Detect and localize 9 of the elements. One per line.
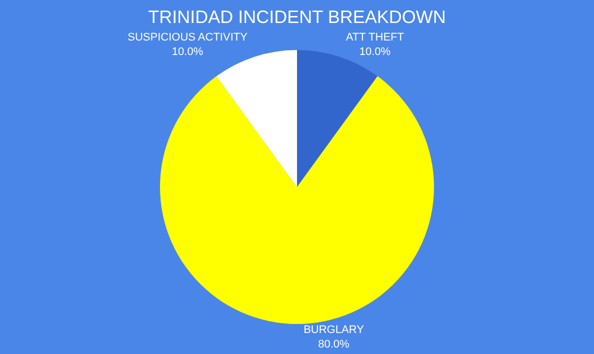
data-label: 10.0%	[359, 46, 391, 58]
slice-label: ATT THEFT	[346, 32, 404, 44]
data-label: 10.0%	[172, 46, 204, 58]
pie-slice	[160, 76, 434, 324]
slice-label: BURGLARY	[304, 324, 365, 336]
slice-label: SUSPICIOUS ACTIVITY	[128, 32, 248, 44]
pie-slice	[216, 50, 297, 187]
chart-title: TRINIDAD INCIDENT BREAKDOWN	[148, 7, 446, 28]
data-label: 80.0%	[318, 338, 350, 350]
